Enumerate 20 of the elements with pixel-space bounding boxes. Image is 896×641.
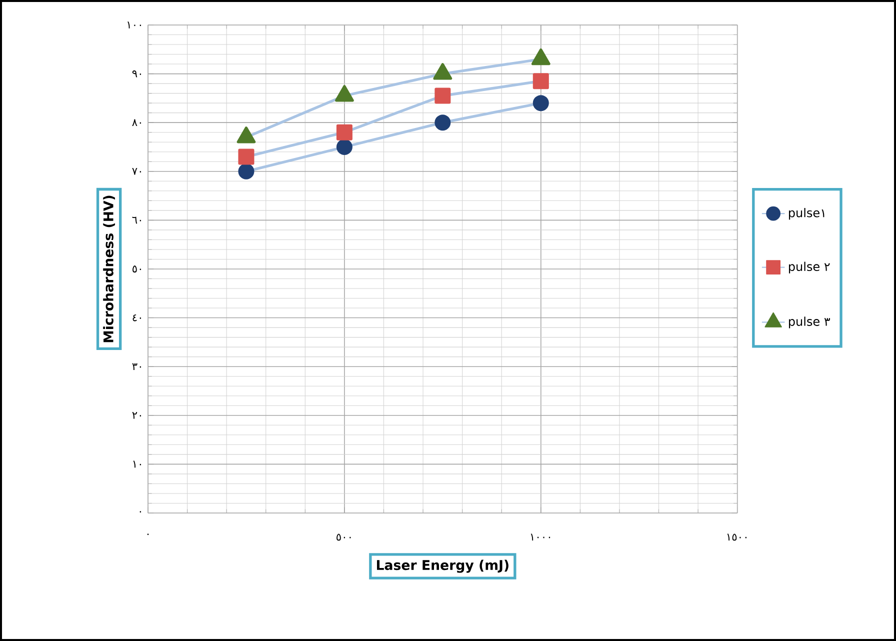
x-tick-label: ٥٠٠ [336,534,351,541]
x-tick-label: ٠ [147,534,149,535]
y-tick-label: ٨٠ [132,119,141,126]
y-tick-label: ٧٠ [132,168,141,175]
y-tick-label: ٤٠ [132,314,141,322]
x-axis-title: Laser Energy (mJ) [376,560,508,573]
y-axis-title: Microhardness (HV) [103,196,115,342]
y-tick-label: ٦٠ [132,216,141,224]
y-tick-label: ٥٠ [132,266,141,272]
y-tick-label: ١٠ [133,460,141,468]
y-tick-label: ٢٠ [132,412,141,419]
legend-label: pulse ٢ [788,262,830,274]
y-tick-label: ٠ [140,511,141,512]
y-tick-label: ٣٠ [132,363,141,370]
legend-label: pulse ٣ [788,316,830,328]
y-tick-label: ٩٠ [132,70,141,78]
y-tick-label: ١٠٠ [128,22,141,28]
legend-label: pulse١ [788,208,824,220]
x-tick-label: ١٥٠٠ [727,534,746,541]
x-tick-label: ١٠٠٠ [530,534,550,540]
